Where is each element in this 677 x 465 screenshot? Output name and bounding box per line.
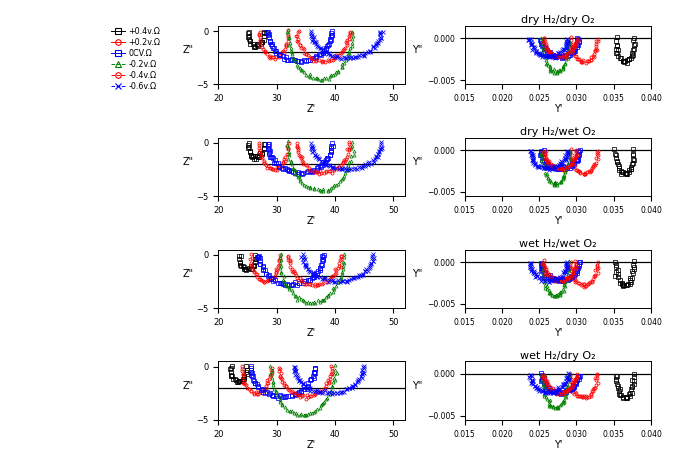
- Y-axis label: Y": Y": [412, 381, 422, 391]
- X-axis label: Z': Z': [307, 104, 316, 114]
- Y-axis label: Y": Y": [412, 269, 422, 279]
- X-axis label: Z': Z': [307, 440, 316, 450]
- Y-axis label: Y": Y": [412, 157, 422, 167]
- Y-axis label: Z": Z": [183, 269, 194, 279]
- Title: wet H₂/wet O₂: wet H₂/wet O₂: [519, 239, 596, 249]
- Title: dry H₂/dry O₂: dry H₂/dry O₂: [521, 15, 594, 25]
- X-axis label: Y': Y': [554, 440, 562, 450]
- Legend: +0.4v.Ω, +0.2v.Ω, 0CV.Ω, -0.2v.Ω, -0.4v.Ω, -0.6v.Ω: +0.4v.Ω, +0.2v.Ω, 0CV.Ω, -0.2v.Ω, -0.4v.…: [110, 27, 160, 91]
- Y-axis label: Y": Y": [412, 45, 422, 55]
- X-axis label: Y': Y': [554, 328, 562, 338]
- X-axis label: Y': Y': [554, 216, 562, 226]
- Title: dry H₂/wet O₂: dry H₂/wet O₂: [520, 127, 596, 137]
- Y-axis label: Z": Z": [183, 381, 194, 391]
- X-axis label: Z': Z': [307, 328, 316, 338]
- Y-axis label: Z": Z": [183, 157, 194, 167]
- Title: wet H₂/dry O₂: wet H₂/dry O₂: [520, 351, 596, 361]
- X-axis label: Y': Y': [554, 104, 562, 114]
- Y-axis label: Z": Z": [183, 45, 194, 55]
- X-axis label: Z': Z': [307, 216, 316, 226]
